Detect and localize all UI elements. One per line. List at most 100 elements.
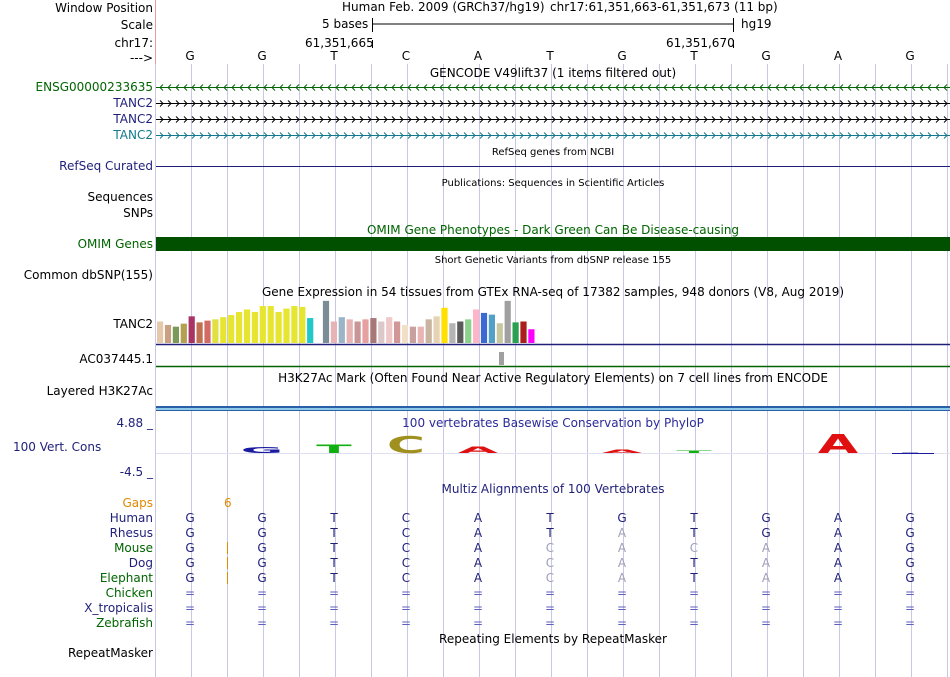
- title-multiz: Multiz Alignments of 100 Vertebrates: [441, 482, 665, 496]
- alignment-base: C: [545, 571, 555, 585]
- label-tanc2-1[interactable]: TANC2: [113, 96, 153, 110]
- gtex-bar: [322, 300, 330, 343]
- alignment-base: =: [832, 601, 844, 615]
- ensg-gene-line-arrows: [159, 84, 948, 91]
- alignment-base: A: [833, 541, 843, 555]
- alignment-base: T: [330, 556, 338, 570]
- label-gtex-gene[interactable]: TANC2: [113, 317, 153, 331]
- label-gaps[interactable]: Gaps: [122, 496, 153, 510]
- alignment-base: G: [185, 511, 195, 525]
- gap-mark: [227, 542, 228, 554]
- tanc2-gene-line-2-arrows: [159, 116, 948, 123]
- label-common-dbsnp[interactable]: Common dbSNP(155): [23, 268, 153, 282]
- gtex-bar: [433, 316, 440, 343]
- gtex-bar: [212, 319, 219, 343]
- species-label-zebrafish[interactable]: Zebrafish: [96, 616, 153, 630]
- label-scale: Scale: [120, 18, 153, 32]
- alignment-base: =: [184, 616, 196, 630]
- position-label: chr17:61,351,663-61,351,673 (11 bp): [550, 0, 778, 14]
- gtex-bar: [370, 318, 377, 343]
- gtex-bar: [441, 307, 448, 343]
- scale-db: hg19: [741, 17, 772, 31]
- title-publications: Publications: Sequences in Scientific Ar…: [441, 178, 665, 189]
- species-label-elephant[interactable]: Elephant: [99, 571, 153, 585]
- alignment-base: G: [185, 541, 195, 555]
- gtex-bar: [409, 326, 416, 343]
- tanc2-gene-line-1-arrows: [159, 100, 948, 107]
- title-repeatmasker: Repeating Elements by RepeatMasker: [439, 632, 667, 646]
- alignment-base: =: [688, 601, 700, 615]
- alignment-base: =: [472, 601, 484, 615]
- alignment-base: C: [689, 541, 699, 555]
- gtex-bar: [465, 319, 472, 343]
- alignment-base: =: [256, 586, 268, 600]
- cons-glyph: A: [602, 449, 643, 454]
- cons-dash: [892, 453, 934, 454]
- gtex-bar: [480, 312, 488, 343]
- alignment-base: =: [760, 601, 772, 615]
- assembly-label: Human Feb. 2009 (GRCh37/hg19): [342, 0, 545, 14]
- alignment-base: A: [473, 556, 483, 570]
- species-label-dog[interactable]: Dog: [128, 556, 153, 570]
- alignment-base: G: [185, 526, 195, 540]
- label-refseq-curated[interactable]: RefSeq Curated: [59, 159, 153, 173]
- label-repeatmasker[interactable]: RepeatMasker: [67, 646, 153, 660]
- alignment-base: A: [617, 571, 627, 585]
- alignment-base: G: [257, 511, 267, 525]
- gtex-bar: [512, 322, 519, 343]
- label-100-vert-cons[interactable]: 100 Vert. Cons: [13, 440, 102, 454]
- ruler-base: T: [546, 49, 554, 63]
- label-window-position: Window Position: [55, 1, 153, 15]
- tanc2-gene-line-3-arrows: [159, 132, 948, 139]
- gtex-bar: [164, 324, 172, 343]
- gtex-bar: [504, 300, 511, 343]
- alignment-base: =: [688, 586, 700, 600]
- alignment-base: =: [400, 586, 412, 600]
- label-cons-min: -4.5 _: [119, 465, 153, 479]
- gtex-bar: [354, 321, 361, 343]
- species-label-rhesus[interactable]: Rhesus: [109, 526, 153, 540]
- alignment-base: =: [256, 616, 268, 630]
- alignment-base: C: [401, 541, 411, 555]
- gtex-bar: [220, 317, 227, 343]
- alignment-base: =: [616, 601, 628, 615]
- ruler-base: C: [401, 49, 411, 63]
- label-omim-genes[interactable]: OMIM Genes: [77, 237, 153, 251]
- alignment-base: G: [185, 571, 195, 585]
- alignment-base: A: [617, 541, 627, 555]
- gtex-bar: [417, 326, 424, 343]
- alignment-base: C: [545, 556, 555, 570]
- label-tanc2-3[interactable]: TANC2: [113, 128, 153, 142]
- alignment-base: =: [472, 616, 484, 630]
- alignment-base: =: [328, 616, 340, 630]
- gtex-bar: [236, 312, 243, 343]
- gtex-bar: [488, 314, 495, 343]
- species-label-human[interactable]: Human: [109, 511, 153, 525]
- alignment-base: =: [400, 601, 412, 615]
- title-h3k27ac: H3K27Ac Mark (Often Found Near Active Re…: [278, 371, 828, 385]
- alignment-base: =: [256, 601, 268, 615]
- alignment-base: =: [544, 601, 556, 615]
- gap-mark: [227, 572, 228, 584]
- gtex-bar: [330, 321, 337, 343]
- alignment-base: G: [905, 556, 915, 570]
- label-tanc2-2[interactable]: TANC2: [113, 112, 153, 126]
- label-snps[interactable]: SNPs: [123, 206, 153, 220]
- alignment-base: A: [761, 571, 771, 585]
- alignment-base: A: [473, 541, 483, 555]
- species-label-x_tropicalis[interactable]: X_tropicalis: [84, 601, 153, 615]
- alignment-base: =: [328, 586, 340, 600]
- gtex-bar: [394, 321, 401, 343]
- label-ac037445[interactable]: AC037445.1: [79, 352, 153, 366]
- label-ensg[interactable]: ENSG00000233635: [35, 80, 153, 94]
- species-label-mouse[interactable]: Mouse: [114, 541, 153, 555]
- cons-glyph: G: [241, 446, 284, 455]
- alignment-base: T: [330, 526, 338, 540]
- label-sequences[interactable]: Sequences: [87, 190, 153, 204]
- label-layered-h3k27ac[interactable]: Layered H3K27Ac: [46, 384, 153, 398]
- species-label-chicken[interactable]: Chicken: [105, 586, 153, 600]
- ruler-base: G: [617, 49, 627, 63]
- gtex-bar: [259, 306, 266, 343]
- gtex-bar: [401, 324, 409, 343]
